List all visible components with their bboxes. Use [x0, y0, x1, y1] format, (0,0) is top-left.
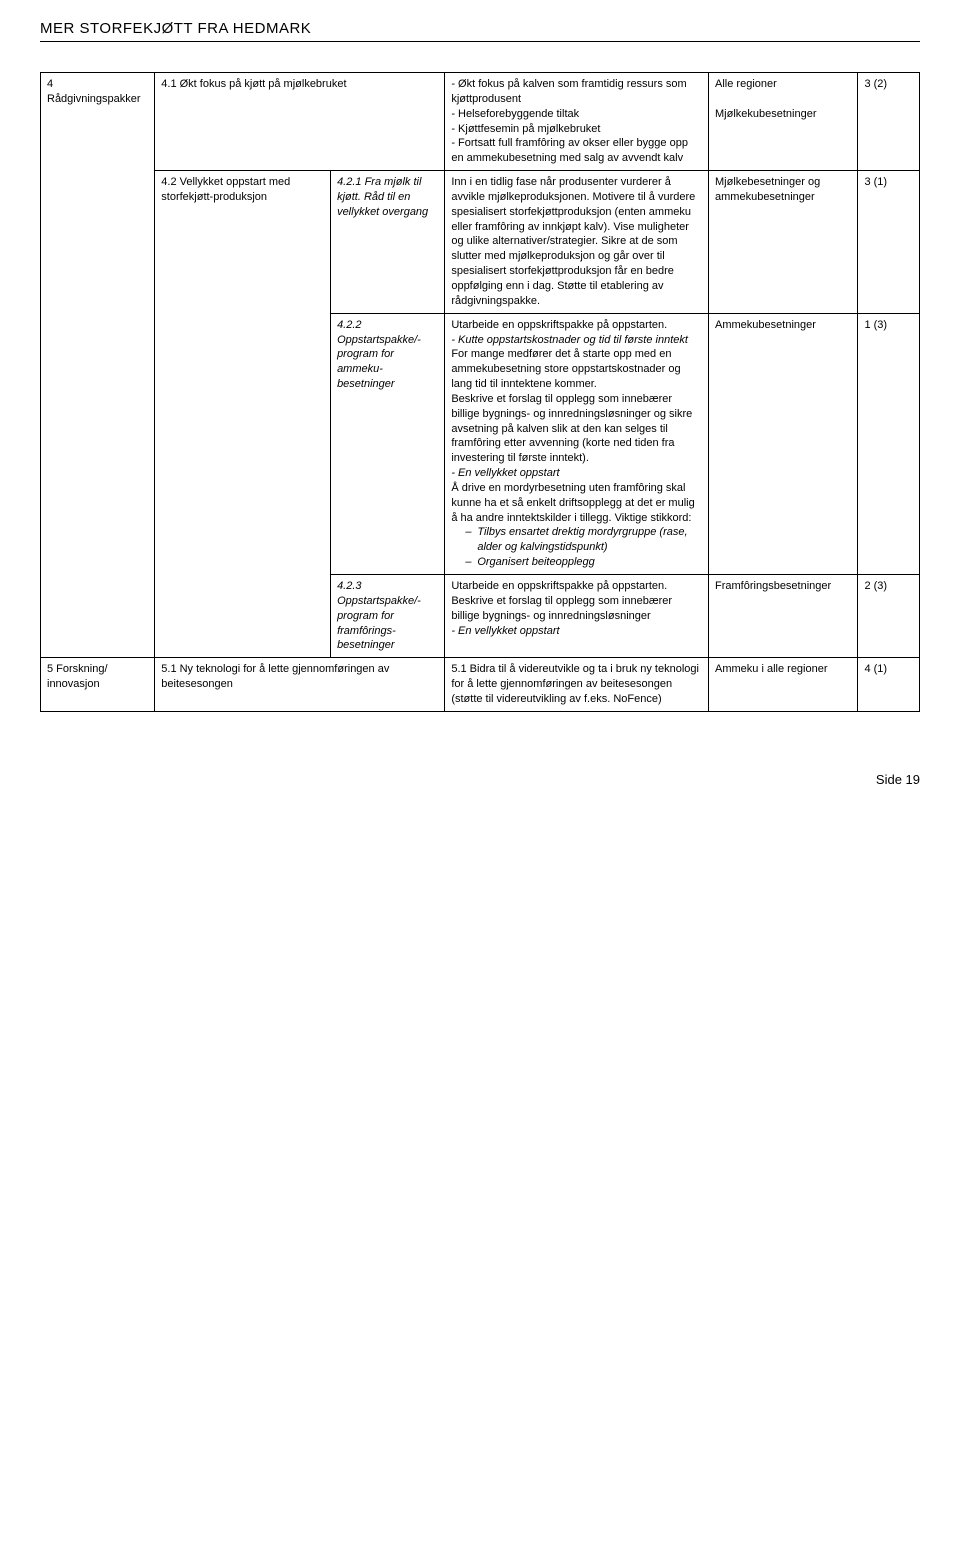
table-row: 4.2 Vellykket oppstart med storfekjøtt-p… — [41, 171, 920, 314]
cell-4-2-2-desc: Utarbeide en oppskriftspakke på oppstart… — [445, 313, 709, 574]
cell-4-1-target: Alle regioner Mjølkekubesetninger — [709, 73, 858, 171]
cell-4-2-1-target: Mjølkebesetninger og ammekubesetninger — [709, 171, 858, 314]
list-item: Tilbys ensartet drektig mordyrgruppe (ra… — [465, 525, 702, 555]
text-italic: - En vellykket oppstart — [451, 467, 559, 479]
cell-5-1-desc: 5.1 Bidra til å videreutvikle og ta i br… — [445, 658, 709, 712]
cell-4-2-1-prio: 3 (1) — [858, 171, 920, 314]
cell-4-2-1-desc: Inn i en tidlig fase når produsenter vur… — [445, 171, 709, 314]
list-item: Organisert beiteopplegg — [465, 555, 702, 570]
text: Utarbeide en oppskriftspakke på oppstart… — [451, 580, 672, 622]
cell-5-1-target: Ammeku i alle regioner — [709, 658, 858, 712]
cell-4-2-3: 4.2.3 Oppstartspakke/-program for framfô… — [331, 575, 445, 658]
cell-section-5: 5 Forskning/ innovasjon — [41, 658, 155, 712]
table-row: 4 Rådgivningspakker 4.1 Økt fokus på kjø… — [41, 73, 920, 171]
cell-4-2-2: 4.2.2 Oppstartspakke/-program for ammeku… — [331, 313, 445, 574]
page-footer: Side 19 — [40, 772, 920, 787]
bullet-list: Tilbys ensartet drektig mordyrgruppe (ra… — [451, 525, 702, 570]
page-title: MER STORFEKJØTT FRA HEDMARK — [40, 20, 920, 42]
cell-5-1: 5.1 Ny teknologi for å lette gjennomføri… — [155, 658, 445, 712]
cell-4-2-3-desc: Utarbeide en oppskriftspakke på oppstart… — [445, 575, 709, 658]
cell-4-2: 4.2 Vellykket oppstart med storfekjøtt-p… — [155, 171, 331, 658]
cell-section-4: 4 Rådgivningspakker — [41, 73, 155, 658]
text: Utarbeide en oppskriftspakke på oppstart… — [451, 319, 667, 331]
page-container: MER STORFEKJØTT FRA HEDMARK 4 Rådgivning… — [0, 0, 960, 817]
cell-4-1-desc: - Økt fokus på kalven som framtidig ress… — [445, 73, 709, 171]
cell-5-1-prio: 4 (1) — [858, 658, 920, 712]
cell-4-2-3-prio: 2 (3) — [858, 575, 920, 658]
text-italic: - En vellykket oppstart — [451, 625, 559, 637]
table-row: 5 Forskning/ innovasjon 5.1 Ny teknologi… — [41, 658, 920, 712]
cell-4-2-2-target: Ammekubesetninger — [709, 313, 858, 574]
text-italic: - Kutte oppstartskostnader og tid til fø… — [451, 334, 688, 346]
cell-4-1-prio: 3 (2) — [858, 73, 920, 171]
text: For mange medfører det å starte opp med … — [451, 348, 692, 464]
cell-4-2-2-prio: 1 (3) — [858, 313, 920, 574]
cell-4-1: 4.1 Økt fokus på kjøtt på mjølkebruket — [155, 73, 445, 171]
content-table: 4 Rådgivningspakker 4.1 Økt fokus på kjø… — [40, 72, 920, 712]
text: Å drive en mordyrbesetning uten framfôri… — [451, 482, 694, 524]
cell-4-2-3-target: Framfôringsbesetninger — [709, 575, 858, 658]
cell-4-2-1: 4.2.1 Fra mjølk til kjøtt. Råd til en ve… — [331, 171, 445, 314]
